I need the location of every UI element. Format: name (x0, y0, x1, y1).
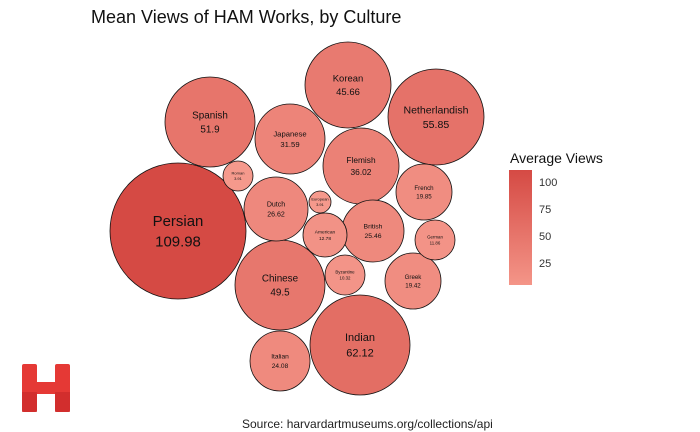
bubble-dutch: Dutch 26.62 (243, 176, 309, 242)
bubble-label: British (364, 224, 383, 231)
bubble-circle (249, 330, 311, 392)
bubble-british: British 25.46 (341, 199, 405, 263)
bubble-chinese: Chinese 49.5 (234, 239, 326, 331)
bubble-circle (324, 254, 366, 296)
bubble-circle (109, 162, 247, 300)
bubble-circle (341, 199, 405, 263)
bubble-label: Indian (345, 332, 375, 344)
legend: Average Views 100 75 50 25 (509, 150, 619, 300)
bubble-value: 11.86 (430, 241, 441, 246)
bubble-flemish: Flemish 36.02 (322, 127, 400, 205)
bubble-label: Flemish (346, 155, 376, 165)
legend-tick-label: 100 (539, 177, 558, 189)
bubble-value: 109.98 (155, 234, 201, 251)
bubble-circle (308, 190, 332, 214)
bubble-value: 31.59 (280, 140, 299, 149)
source-caption: Source: harvardartmuseums.org/collection… (242, 417, 493, 431)
bubble-label: Dutch (267, 202, 285, 209)
legend-title: Average Views (510, 150, 603, 166)
bubble-indian: Indian 62.12 (309, 294, 411, 396)
bubble-value: 45.66 (336, 87, 360, 98)
bubble-value: 62.12 (346, 348, 374, 360)
legend-tickmark (532, 184, 536, 185)
legend-tickmark (532, 211, 536, 212)
bubble-persian: Persian 109.98 (109, 162, 247, 300)
bubble-circle (414, 219, 456, 261)
bubble-value: 3.91 (234, 176, 243, 181)
bubble-label: Roman (232, 171, 245, 176)
bubble-circle (164, 76, 256, 168)
bubble-value: 19.42 (405, 282, 421, 289)
bubble-circle (222, 160, 254, 192)
bubble-label: Persian (153, 213, 204, 230)
legend-tick-label: 75 (539, 204, 552, 216)
bubble-value: 49.5 (270, 287, 290, 298)
bubble-label: Chinese (262, 274, 299, 285)
bubble-circle (395, 163, 453, 221)
legend-colorbar (509, 170, 532, 285)
bubble-label: European (311, 197, 328, 202)
bubble-italian: Italian 24.08 (249, 330, 311, 392)
legend-tick-label: 50 (539, 231, 552, 243)
bubble-byzantine: Byzantine 10.32 (324, 254, 366, 296)
bubble-circle (254, 103, 326, 175)
bubble-label: Byzantine (335, 269, 355, 274)
chart-title: Mean Views of HAM Works, by Culture (91, 7, 402, 27)
bubble-circle (243, 176, 309, 242)
bubble-label: German (427, 234, 443, 239)
bubble-label: Netherlandish (403, 104, 468, 116)
legend-tickmark (532, 238, 536, 239)
bubble-value: 24.08 (272, 363, 289, 370)
bubble-value: 12.78 (319, 236, 331, 242)
bubble-spanish: Spanish 51.9 (164, 76, 256, 168)
bubble-circle (302, 212, 348, 258)
harvard-art-museums-logo-icon (22, 364, 70, 412)
bubble-label: Korean (333, 74, 363, 85)
bubble-value: 26.62 (267, 211, 285, 218)
legend-tick-label: 25 (539, 258, 552, 270)
bubble-circle (304, 41, 392, 129)
bubble-label: French (414, 185, 434, 192)
bubble-japanese: Japanese 31.59 (254, 103, 326, 175)
bubble-korean: Korean 45.66 (304, 41, 392, 129)
bubble-value: 19.85 (416, 193, 432, 200)
bubble-label: Spanish (192, 111, 228, 122)
bubble-value: 25.46 (364, 233, 381, 240)
legend-tickmark (532, 265, 536, 266)
bubble-value: 36.02 (351, 167, 372, 177)
bubble-label: Greek (405, 274, 423, 281)
bubble-german: German 11.86 (414, 219, 456, 261)
bubble-value: 3.91 (316, 202, 325, 207)
bubble-circle (384, 252, 442, 310)
bubble-netherlandish: Netherlandish 55.85 (387, 68, 485, 166)
bubble-circle (387, 68, 485, 166)
bubble-label: Japanese (273, 129, 306, 138)
bubble-value: 10.32 (340, 276, 352, 281)
bubble-label: Italian (271, 354, 289, 361)
bubble-circle (234, 239, 326, 331)
bubble-circle (309, 294, 411, 396)
bubble-label: American (315, 229, 336, 235)
bubble-value: 55.85 (423, 119, 450, 131)
bubble-value: 51.9 (200, 124, 220, 135)
